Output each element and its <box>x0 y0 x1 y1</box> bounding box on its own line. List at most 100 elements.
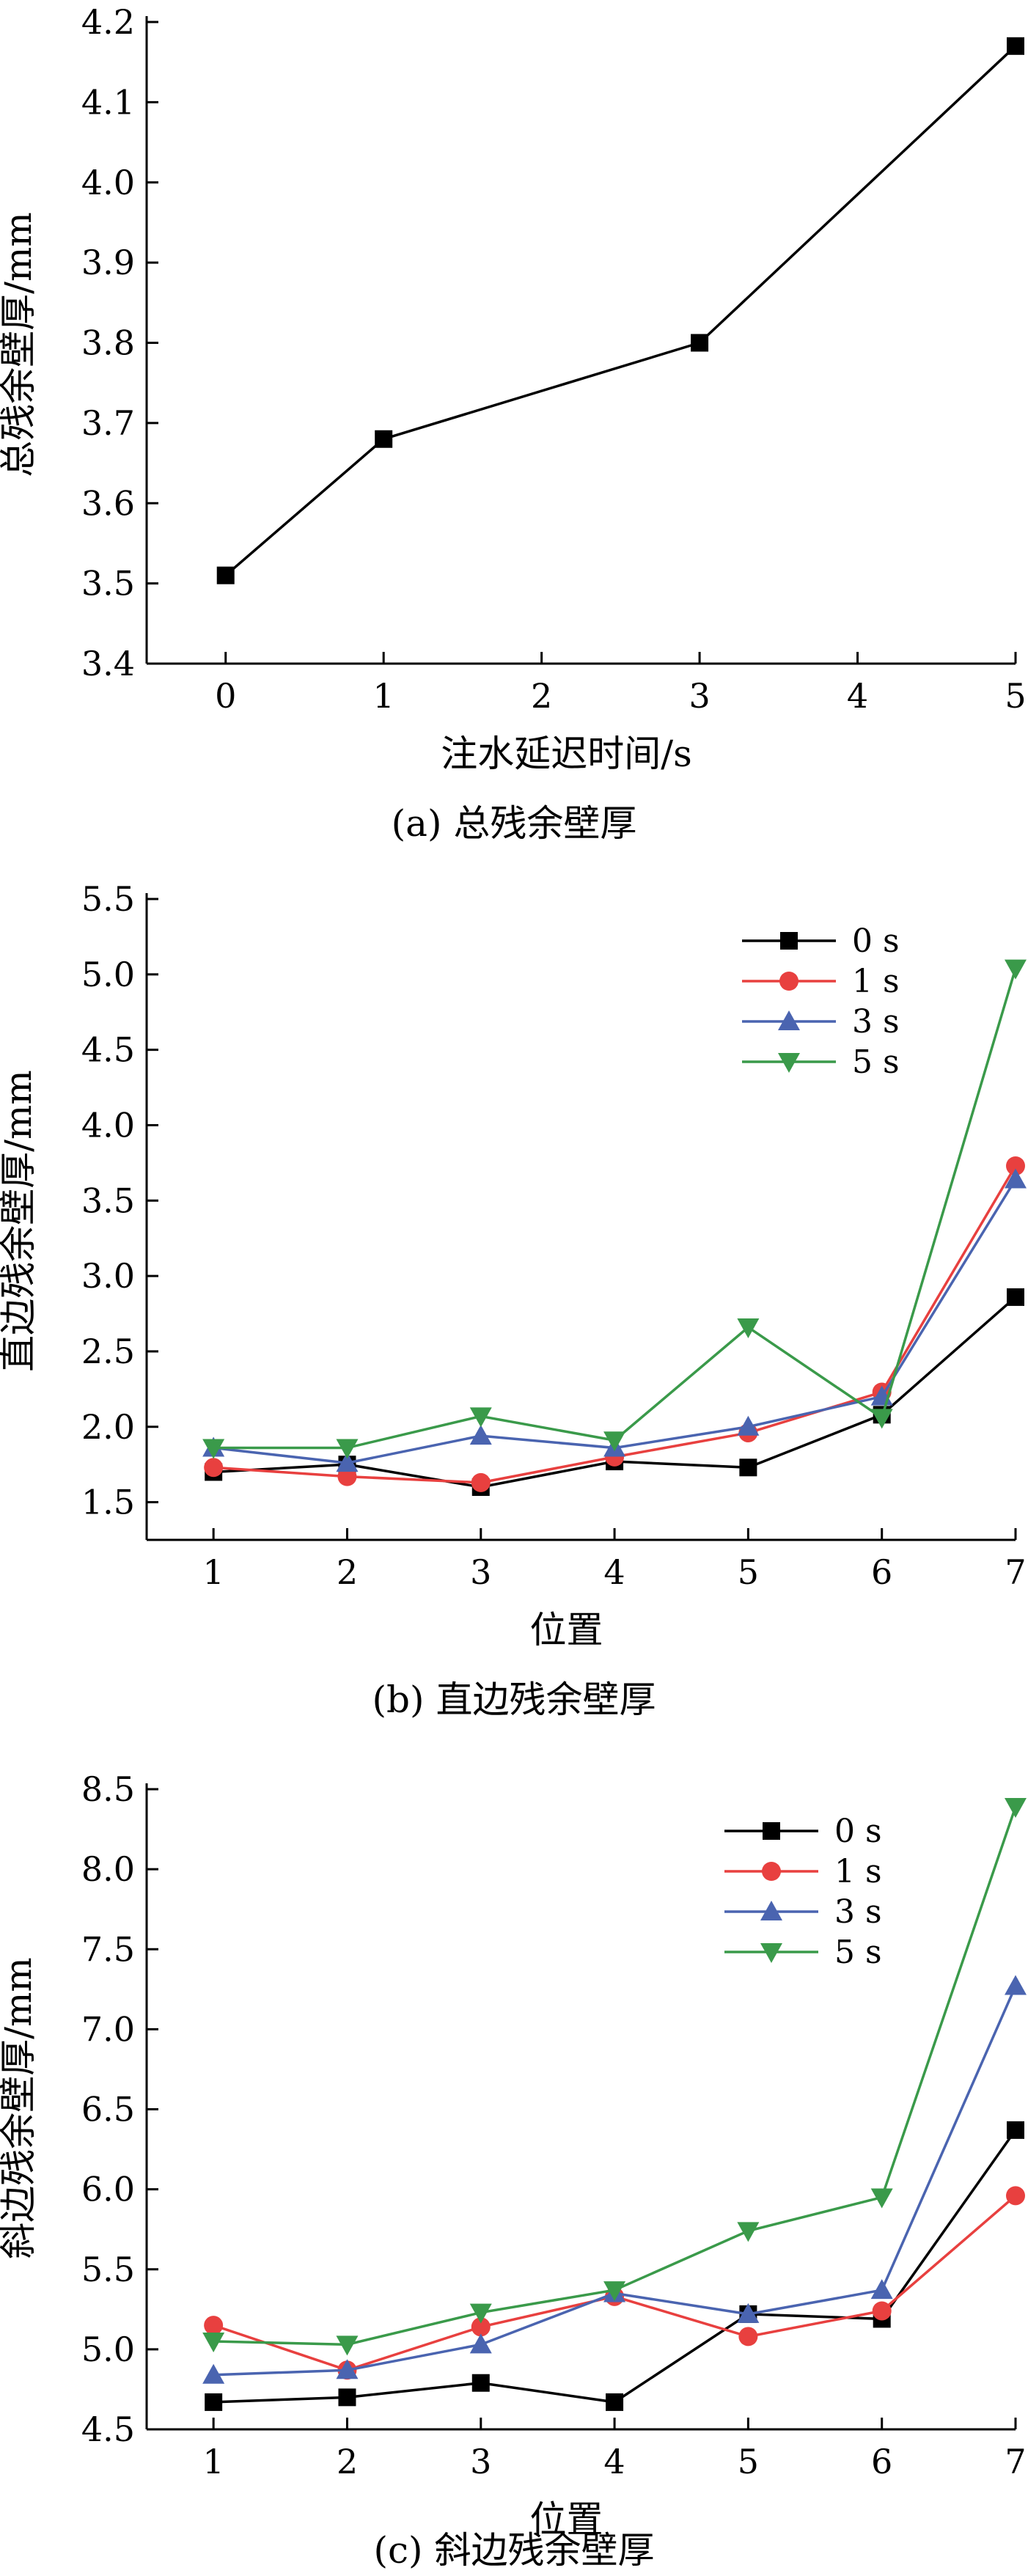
data-point <box>336 2359 359 2379</box>
series-5s <box>202 1798 1027 2356</box>
legend-label: 3 s <box>834 1893 882 1931</box>
y-tick-label: 3.8 <box>81 323 135 363</box>
y-axis-title: 直边残余壁厚/mm <box>0 1070 40 1372</box>
series-line <box>213 1178 1017 1464</box>
data-point <box>737 2222 760 2242</box>
y-tick-label: 2.0 <box>81 1407 135 1447</box>
legend-marker <box>760 1943 782 1963</box>
y-tick-label: 4.5 <box>81 1030 135 1070</box>
data-point <box>336 1452 359 1472</box>
data-point <box>737 1318 760 1339</box>
y-tick-label: 3.6 <box>81 483 135 523</box>
legend-marker <box>760 1901 782 1920</box>
data-point <box>1006 1156 1025 1175</box>
y-tick-label: 3.9 <box>81 243 135 282</box>
data-point <box>1005 959 1027 980</box>
y-tick-label: 1.5 <box>81 1483 135 1522</box>
x-tick-label: 2 <box>531 676 552 716</box>
x-tick-label: 4 <box>847 676 868 716</box>
x-tick-label: 2 <box>337 1552 358 1592</box>
data-point <box>870 2188 893 2209</box>
data-point <box>870 2279 893 2300</box>
y-tick-label: 4.0 <box>81 163 135 202</box>
data-point <box>603 1431 626 1452</box>
legend-marker <box>778 1053 800 1073</box>
data-point <box>691 334 709 352</box>
data-point <box>469 2333 492 2354</box>
legend-entry: 5 s <box>742 1043 900 1081</box>
series-main <box>216 37 1024 584</box>
y-axis-title: 总残余壁厚/mm <box>0 212 40 477</box>
series-3s <box>202 1975 1027 2384</box>
x-tick-label: 2 <box>337 2442 358 2481</box>
y-tick-label: 5.5 <box>81 2250 135 2289</box>
chart-straight: 1.5 2.0 2.5 3.0 3.5 4.0 4.5 5.0 5.5 1 2 3 4 5 6 7 位置 直边残余… <box>0 879 1027 1721</box>
x-tick-label: 3 <box>470 2442 491 2481</box>
y-tick-label: 3.7 <box>81 403 135 443</box>
figure-caption: (c) 斜边残余壁厚 <box>374 2529 655 2572</box>
legend-marker <box>778 1010 800 1030</box>
y-tick-label: 6.5 <box>81 2090 135 2129</box>
y-tick-label: 4.1 <box>81 82 135 122</box>
legend-entry: 5 s <box>724 1934 882 1971</box>
y-tick-label: 4.0 <box>81 1105 135 1145</box>
data-point <box>471 1472 491 1492</box>
x-tick-label: 5 <box>738 2442 759 2481</box>
x-tick-label: 3 <box>689 676 710 716</box>
data-point <box>1006 2186 1025 2206</box>
y-tick-label: 6.0 <box>81 2170 135 2209</box>
y-tick-label: 7.5 <box>81 1929 135 1969</box>
data-point <box>336 1439 359 1459</box>
legend-entry: 3 s <box>724 1893 882 1931</box>
legend-entry: 0 s <box>742 922 900 960</box>
y-tick-label: 4.2 <box>81 2 135 42</box>
series-line <box>224 45 1017 577</box>
legend: 0 s1 s3 s5 s <box>724 1813 882 1971</box>
y-tick-label: 5.0 <box>81 955 135 994</box>
y-tick-label: 4.5 <box>81 2410 135 2449</box>
data-point <box>338 2388 356 2407</box>
data-point <box>202 2332 225 2352</box>
data-point <box>1007 37 1024 55</box>
x-tick-label: 5 <box>738 1552 759 1592</box>
data-point <box>737 2302 760 2323</box>
data-point <box>603 2281 626 2302</box>
data-point <box>737 1415 760 1436</box>
x-tick-label: 3 <box>470 1552 491 1592</box>
legend-entry: 1 s <box>724 1853 882 1890</box>
data-point <box>469 1407 492 1428</box>
data-point <box>606 2393 624 2411</box>
figure-caption: (b) 直边残余壁厚 <box>372 1678 656 1721</box>
data-point <box>870 1409 893 1429</box>
legend-label: 1 s <box>852 963 900 1000</box>
x-tick-label: 1 <box>373 676 394 716</box>
legend-entry: 0 s <box>724 1813 882 1850</box>
legend-marker <box>780 932 798 950</box>
legend-label: 5 s <box>834 1934 882 1971</box>
data-point <box>1005 1168 1027 1189</box>
series-line <box>213 2129 1017 2404</box>
legend: 0 s1 s3 s5 s <box>742 922 900 1081</box>
legend-entry: 3 s <box>742 1003 900 1041</box>
x-axis-title: 位置 <box>530 2498 603 2541</box>
y-tick-label: 3.5 <box>81 1181 135 1220</box>
chart-bevel: 4.5 5.0 5.5 6.0 6.5 7.0 7.5 8.0 8.5 1 2 3 4 5 6 7 位置 斜边残余… <box>0 1769 1027 2572</box>
data-point <box>738 2327 758 2346</box>
y-tick-label: 3.4 <box>81 644 135 683</box>
data-point <box>739 1458 757 1477</box>
series-line <box>213 1806 1017 2346</box>
series-line <box>213 1985 1017 2377</box>
legend-marker <box>762 1862 781 1881</box>
data-point <box>337 1467 357 1486</box>
data-point <box>1007 1288 1024 1306</box>
y-tick-label: 5.5 <box>81 879 135 919</box>
series-5s <box>202 959 1027 1459</box>
x-axis-title: 位置 <box>530 1609 603 1651</box>
x-tick-label: 1 <box>203 2442 224 2481</box>
data-point <box>216 566 235 584</box>
series-3s <box>202 1168 1027 1472</box>
legend-marker <box>779 972 798 991</box>
data-point <box>204 1458 224 1478</box>
data-point <box>1005 1798 1027 1819</box>
